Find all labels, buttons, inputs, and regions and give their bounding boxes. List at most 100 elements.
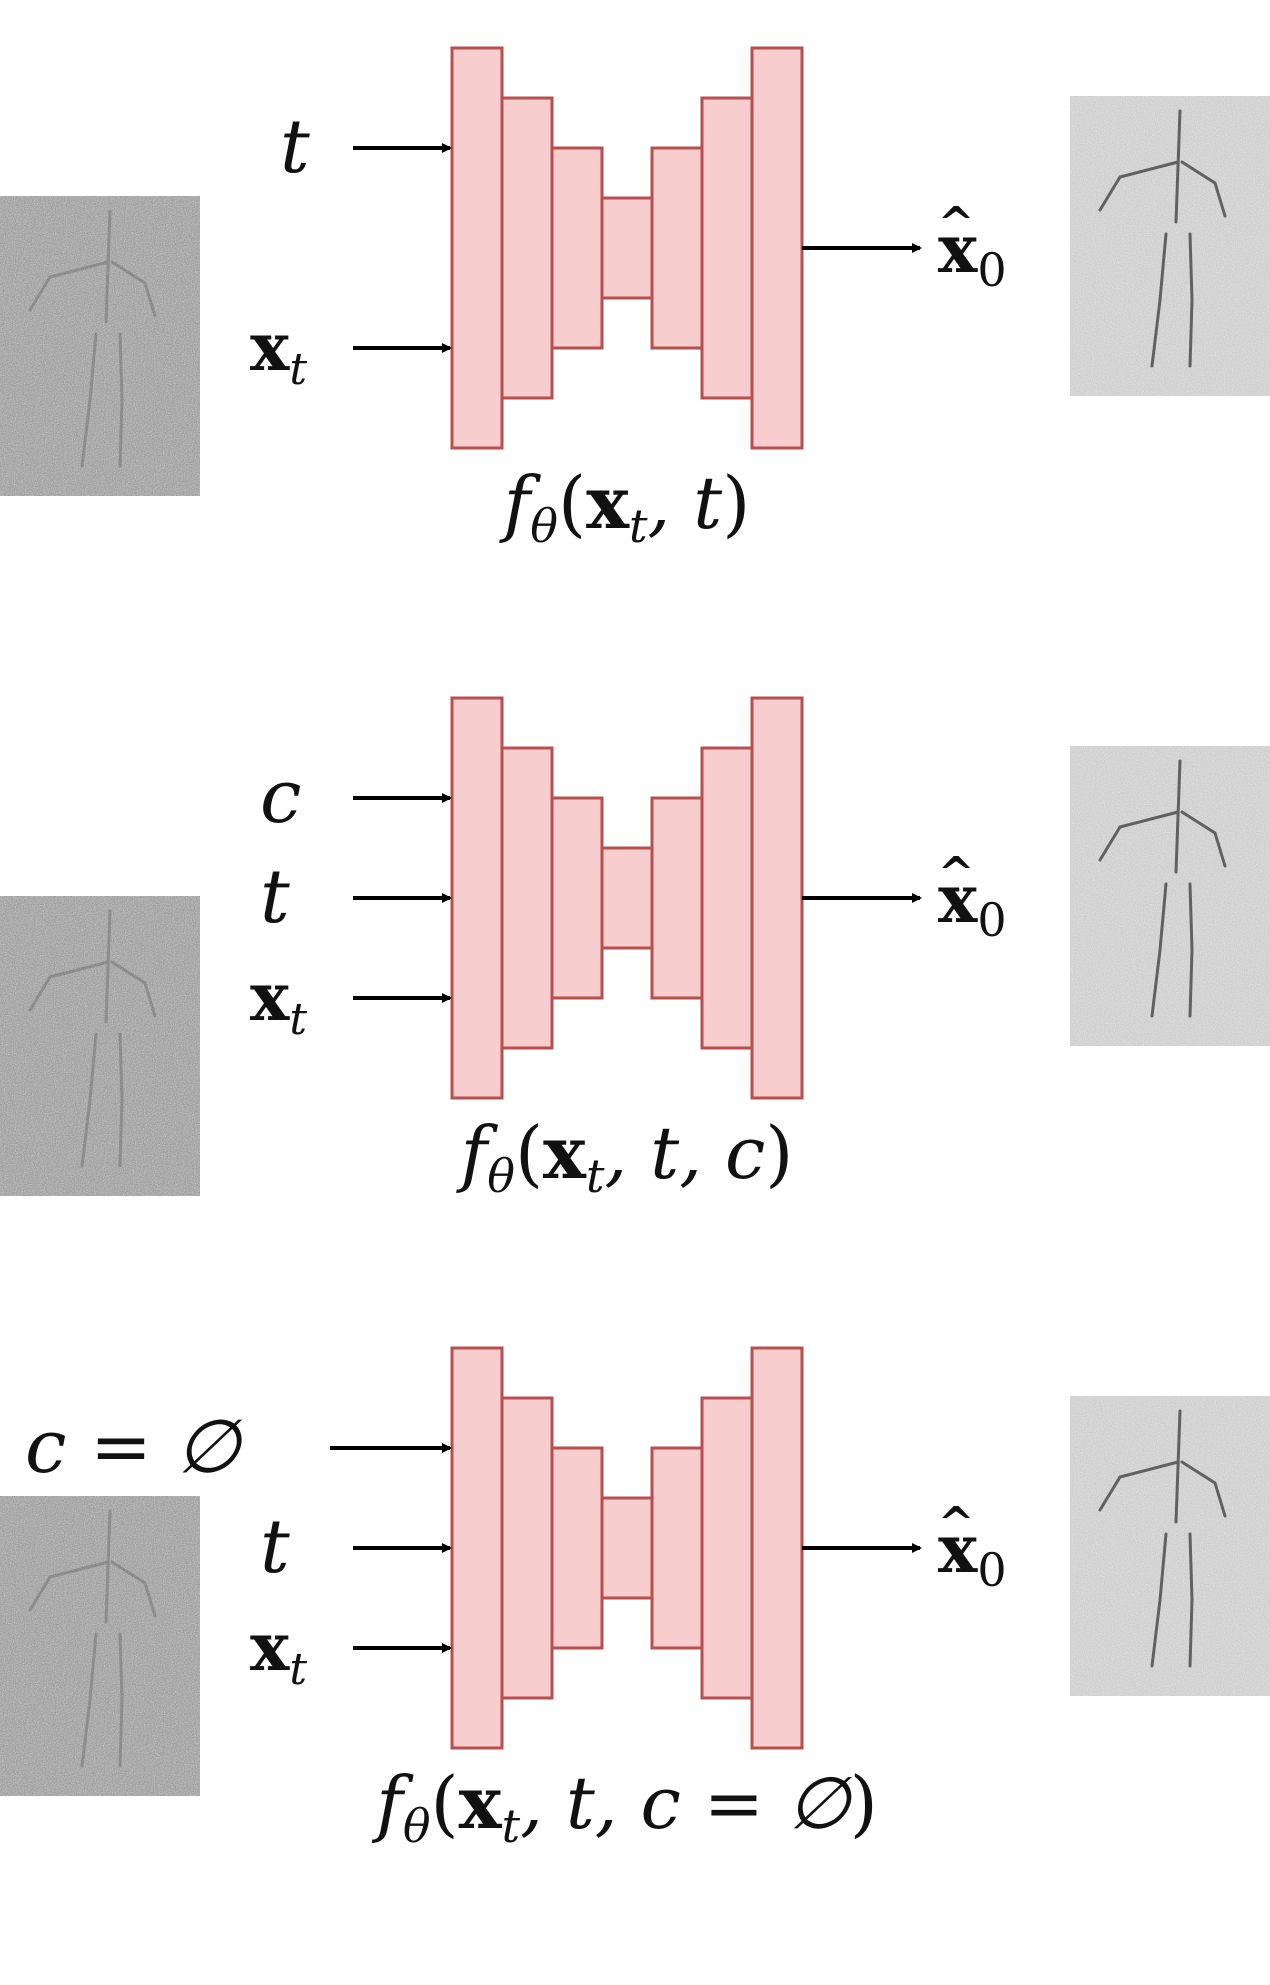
skeleton-figure xyxy=(28,1509,157,1768)
unet-block-4 xyxy=(600,846,654,950)
skeleton-bone xyxy=(1213,181,1227,218)
skeleton-bone xyxy=(118,1032,124,1102)
skeleton-bone xyxy=(118,1698,124,1768)
skeleton-bone xyxy=(118,1098,124,1168)
function-caption: fθ(xt, t, c = ∅) xyxy=(371,1760,878,1853)
skeleton-figure xyxy=(1098,759,1227,1018)
skeleton-bone xyxy=(143,1581,157,1618)
denoised-output-image xyxy=(1070,1396,1270,1696)
skeleton-bone xyxy=(48,1560,110,1579)
close-paren: ) xyxy=(850,1761,878,1845)
function-caption: fθ(xt, t, c) xyxy=(456,1110,794,1203)
remaining-args: , t xyxy=(648,461,724,545)
skeleton-bone xyxy=(1098,825,1122,862)
unet-block-4 xyxy=(600,1496,654,1600)
skeleton-bone xyxy=(1188,948,1194,1018)
output-label: x0 xyxy=(938,860,1007,947)
skeleton-bone xyxy=(104,909,112,1024)
skeleton-bone xyxy=(88,332,98,402)
function-caption: fθ(xt, t) xyxy=(499,460,751,553)
skeleton-bone xyxy=(1188,298,1194,368)
unet-block-2 xyxy=(500,746,554,1050)
input-label-x: xt xyxy=(250,958,307,1045)
theta-subscript: θ xyxy=(403,1799,431,1853)
denoised-output-image xyxy=(1070,96,1270,396)
skeleton-bone xyxy=(1174,109,1182,224)
skeleton-bone xyxy=(80,398,92,468)
remaining-args: , t, c xyxy=(604,1111,765,1195)
theta-subscript: θ xyxy=(530,499,558,553)
open-paren: ( xyxy=(558,461,586,545)
x-subscript: t xyxy=(289,1644,307,1695)
image-noise xyxy=(1070,96,1270,396)
unet-block-6 xyxy=(700,746,754,1050)
open-paren: ( xyxy=(515,1111,543,1195)
noisy-input-image xyxy=(0,196,200,496)
unet-block-5 xyxy=(650,1446,704,1650)
x-subscript: t xyxy=(289,344,307,395)
x-symbol: x xyxy=(250,958,290,1036)
input-label-c_null: c = ∅ xyxy=(25,1404,243,1490)
unet-block-7 xyxy=(750,696,804,1100)
input-label-x: xt xyxy=(250,308,307,395)
denoised-output-image xyxy=(1070,746,1270,1046)
input-label-c: c xyxy=(260,754,301,840)
skeleton-bone xyxy=(1180,160,1217,185)
skeleton-bone xyxy=(1180,1460,1217,1485)
skeleton-bone xyxy=(48,960,110,979)
x-arg-subscript: t xyxy=(502,1799,521,1853)
skeleton-bone xyxy=(1098,1475,1122,1512)
x-arg: x xyxy=(586,460,630,545)
x-arg: x xyxy=(459,1760,503,1845)
skeleton-figure xyxy=(1098,109,1227,368)
skeleton-bone xyxy=(1118,810,1180,829)
skeleton-bone xyxy=(1118,160,1180,179)
unet-network xyxy=(450,1346,804,1750)
skeleton-bone xyxy=(110,1560,147,1585)
input-label-x: xt xyxy=(250,1608,307,1695)
skeleton-bone xyxy=(1158,1532,1168,1602)
noisy-input-image xyxy=(0,896,200,1196)
unet-block-1 xyxy=(450,46,504,450)
input-label-t: t xyxy=(260,1504,290,1590)
unet-block-4 xyxy=(600,196,654,300)
unet-block-6 xyxy=(700,96,754,400)
skeleton-bone xyxy=(110,260,147,285)
x-hat-symbol: x xyxy=(938,1510,978,1588)
skeleton-bone xyxy=(1188,1598,1194,1668)
theta-subscript: θ xyxy=(487,1149,515,1203)
skeleton-bone xyxy=(1118,1460,1180,1479)
skeleton-figure xyxy=(28,209,157,468)
skeleton-bone xyxy=(1158,232,1168,302)
x-hat-symbol: x xyxy=(938,860,978,938)
unet-block-3 xyxy=(550,796,604,1000)
x-hat-subscript: 0 xyxy=(977,243,1006,297)
skeleton-bone xyxy=(1150,948,1162,1018)
x-arg-subscript: t xyxy=(586,1149,605,1203)
skeleton-bone xyxy=(1174,1409,1182,1524)
skeleton-bone xyxy=(28,1575,52,1612)
unet-block-2 xyxy=(500,96,554,400)
skeleton-bone xyxy=(88,1632,98,1702)
image-noise xyxy=(1070,1396,1270,1696)
skeleton-bone xyxy=(143,981,157,1018)
skeleton-bone xyxy=(1150,1598,1162,1668)
skeleton-bone xyxy=(110,960,147,985)
unet-block-1 xyxy=(450,696,504,1100)
image-noise xyxy=(0,896,200,1196)
skeleton-figure xyxy=(28,909,157,1168)
unet-block-7 xyxy=(750,1346,804,1750)
image-noise xyxy=(1070,746,1270,1046)
output-label: x0 xyxy=(938,210,1007,297)
unet-block-3 xyxy=(550,146,604,350)
unet-block-6 xyxy=(700,1396,754,1700)
x-subscript: t xyxy=(289,994,307,1045)
skeleton-bone xyxy=(118,1632,124,1702)
noisy-input-image xyxy=(0,1496,200,1796)
unet-block-2 xyxy=(500,1396,554,1700)
unet-block-3 xyxy=(550,1446,604,1650)
unet-block-5 xyxy=(650,796,704,1000)
